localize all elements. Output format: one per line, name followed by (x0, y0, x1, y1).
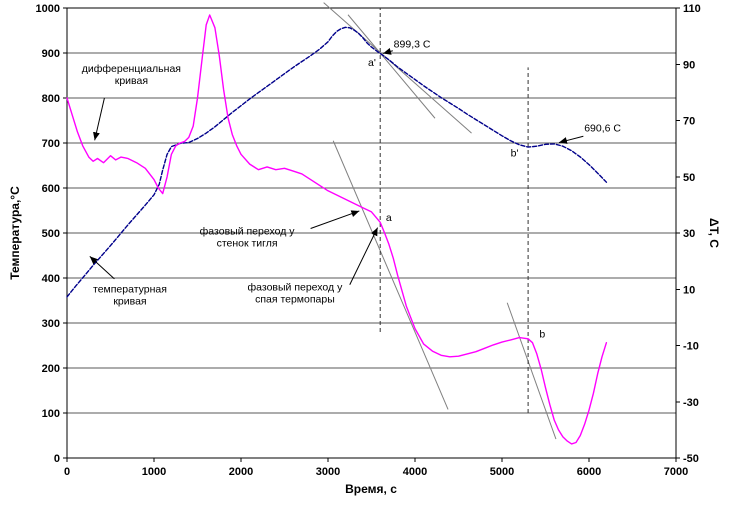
point-label: b (539, 328, 545, 340)
curve-differential (66, 14, 608, 445)
y-right-tick-label: 90 (683, 59, 695, 71)
right-axis-title: ΔT, С (707, 218, 721, 248)
y-right-tick-label: -10 (683, 341, 699, 353)
y-left-tick-label: 400 (42, 273, 60, 285)
y-right-tick-label: 70 (683, 116, 695, 128)
annotation-arrow (349, 227, 379, 285)
point-label: a' (368, 57, 376, 69)
x-tick-label: 6000 (577, 466, 601, 478)
annotation-arrow (558, 135, 584, 144)
annotation-arrow (89, 256, 115, 280)
y-left-tick-label: 500 (42, 228, 60, 240)
tangent-line (347, 14, 436, 119)
annotation-arrow (93, 97, 105, 141)
x-tick-label: 7000 (664, 466, 688, 478)
annotation-crucible-wall-transition-label: фазовый переход у стенок тигля (200, 225, 296, 249)
y-left-tick-label: 800 (42, 93, 60, 105)
annotation-a-prime-value: 899,3 С (394, 39, 431, 51)
y-right-tick-label: 50 (683, 172, 695, 184)
y-right-tick-label: 10 (683, 284, 695, 296)
annotation-temp-curve-label: температурная кривая (93, 283, 167, 307)
y-right-tick-label: 30 (683, 228, 695, 240)
y-left-tick-label: 300 (42, 318, 60, 330)
annotation-diff-curve-label: дифференциальная кривая (82, 63, 181, 87)
x-tick-label: 2000 (229, 466, 253, 478)
x-tick-label: 3000 (316, 466, 340, 478)
annotation-arrow (382, 47, 393, 55)
y-left-tick-label: 1000 (36, 3, 60, 15)
y-left-tick-label: 200 (42, 363, 60, 375)
tangent-line (323, 2, 472, 134)
y-right-tick-label: -30 (683, 397, 699, 409)
left-axis-title: Температура,°С (8, 186, 22, 280)
x-tick-label: 1000 (142, 466, 166, 478)
x-tick-label: 0 (64, 466, 70, 478)
y-left-tick-label: 600 (42, 183, 60, 195)
tangent-line (506, 302, 557, 440)
y-right-tick-label: -50 (683, 453, 699, 465)
y-left-tick-label: 900 (42, 48, 60, 60)
x-tick-label: 5000 (490, 466, 514, 478)
annotation-arrow (310, 210, 360, 229)
curve-temperature (66, 26, 608, 298)
y-right-tick-label: 110 (683, 3, 701, 15)
x-tick-label: 4000 (403, 466, 427, 478)
y-left-tick-label: 0 (54, 453, 60, 465)
tangent-line (332, 140, 449, 410)
annotation-thermocouple-junction-transition-label: фазовый переход у спая термопары (248, 282, 344, 306)
point-label: a (386, 212, 392, 224)
x-axis-title: Время, с (345, 482, 397, 496)
y-left-tick-label: 100 (42, 408, 60, 420)
annotation-b-prime-value: 690,6 С (584, 122, 621, 134)
point-label: b' (511, 148, 519, 160)
y-left-tick-label: 700 (42, 138, 60, 150)
